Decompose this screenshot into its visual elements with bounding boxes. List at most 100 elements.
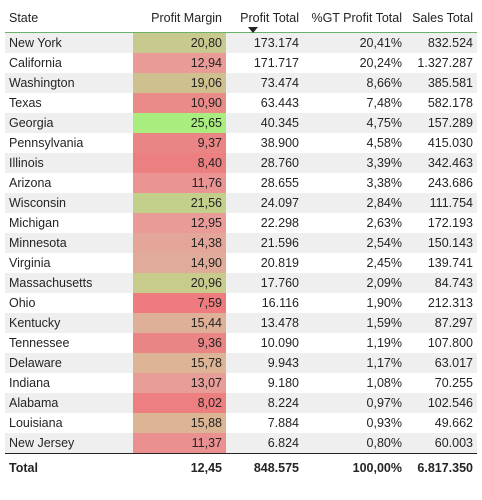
- gt-profit-total-cell: 2,84%: [303, 193, 406, 213]
- profit-margin-cell: 25,65: [133, 113, 226, 133]
- profit-margin-cell: 14,90: [133, 253, 226, 273]
- table-row[interactable]: Michigan 12,95 22.298 2,63% 172.193: [5, 213, 477, 233]
- sales-total-cell: 212.313: [406, 293, 477, 313]
- gt-profit-total-cell: 2,63%: [303, 213, 406, 233]
- table-row[interactable]: Indiana 13,07 9.180 1,08% 70.255: [5, 373, 477, 393]
- profit-margin-cell: 8,02: [133, 393, 226, 413]
- profit-total-cell: 16.116: [226, 293, 303, 313]
- state-cell: Massachusetts: [5, 273, 133, 293]
- state-cell: Delaware: [5, 353, 133, 373]
- gt-profit-total-cell: 2,54%: [303, 233, 406, 253]
- state-cell: Wisconsin: [5, 193, 133, 213]
- total-sales-total: 6.817.350: [406, 453, 477, 482]
- total-gt-profit-total: 100,00%: [303, 453, 406, 482]
- table-row[interactable]: Louisiana 15,88 7.884 0,93% 49.662: [5, 413, 477, 433]
- table-row[interactable]: Alabama 8,02 8.224 0,97% 102.546: [5, 393, 477, 413]
- gt-profit-total-cell: 1,59%: [303, 313, 406, 333]
- profit-total-cell: 63.443: [226, 93, 303, 113]
- profit-margin-cell: 21,56: [133, 193, 226, 213]
- table-row[interactable]: Massachusetts 20,96 17.760 2,09% 84.743: [5, 273, 477, 293]
- sort-descending-icon: [248, 27, 258, 33]
- sales-total-cell: 111.754: [406, 193, 477, 213]
- sales-total-cell: 84.743: [406, 273, 477, 293]
- sales-total-cell: 49.662: [406, 413, 477, 433]
- profit-margin-cell: 19,06: [133, 73, 226, 93]
- profit-margin-cell: 20,80: [133, 32, 226, 53]
- total-label: Total: [5, 453, 133, 482]
- state-cell: Washington: [5, 73, 133, 93]
- profit-total-cell: 28.760: [226, 153, 303, 173]
- state-cell: California: [5, 53, 133, 73]
- sales-total-cell: 150.143: [406, 233, 477, 253]
- state-cell: Indiana: [5, 373, 133, 393]
- profit-total-cell: 40.345: [226, 113, 303, 133]
- state-cell: Alabama: [5, 393, 133, 413]
- profit-table: State Profit Margin Profit Total %GT Pro…: [5, 4, 477, 482]
- state-cell: Ohio: [5, 293, 133, 313]
- state-cell: Arizona: [5, 173, 133, 193]
- profit-margin-cell: 15,78: [133, 353, 226, 373]
- table-row[interactable]: Virginia 14,90 20.819 2,45% 139.741: [5, 253, 477, 273]
- gt-profit-total-cell: 1,19%: [303, 333, 406, 353]
- sales-total-cell: 243.686: [406, 173, 477, 193]
- total-row: Total 12,45 848.575 100,00% 6.817.350: [5, 453, 477, 482]
- table-row[interactable]: New Jersey 11,37 6.824 0,80% 60.003: [5, 433, 477, 454]
- profit-margin-cell: 10,90: [133, 93, 226, 113]
- column-header-profit-margin[interactable]: Profit Margin: [133, 4, 226, 33]
- sales-total-cell: 582.178: [406, 93, 477, 113]
- sales-total-cell: 60.003: [406, 433, 477, 454]
- table-row[interactable]: New York 20,80 173.174 20,41% 832.524: [5, 32, 477, 53]
- gt-profit-total-cell: 1,17%: [303, 353, 406, 373]
- total-profit-total: 848.575: [226, 453, 303, 482]
- state-cell: Illinois: [5, 153, 133, 173]
- table-row[interactable]: Tennessee 9,36 10.090 1,19% 107.800: [5, 333, 477, 353]
- table-row[interactable]: Minnesota 14,38 21.596 2,54% 150.143: [5, 233, 477, 253]
- table-row[interactable]: Georgia 25,65 40.345 4,75% 157.289: [5, 113, 477, 133]
- gt-profit-total-cell: 1,08%: [303, 373, 406, 393]
- state-cell: Texas: [5, 93, 133, 113]
- gt-profit-total-cell: 0,80%: [303, 433, 406, 454]
- sales-total-cell: 832.524: [406, 32, 477, 53]
- profit-margin-cell: 9,36: [133, 333, 226, 353]
- column-header-profit-total[interactable]: Profit Total: [226, 4, 303, 33]
- column-header-state[interactable]: State: [5, 4, 133, 33]
- table-row[interactable]: Kentucky 15,44 13.478 1,59% 87.297: [5, 313, 477, 333]
- state-cell: New Jersey: [5, 433, 133, 454]
- table-row[interactable]: California 12,94 171.717 20,24% 1.327.287: [5, 53, 477, 73]
- sales-total-cell: 385.581: [406, 73, 477, 93]
- table-row[interactable]: Wisconsin 21,56 24.097 2,84% 111.754: [5, 193, 477, 213]
- table-row[interactable]: Ohio 7,59 16.116 1,90% 212.313: [5, 293, 477, 313]
- sales-total-cell: 1.327.287: [406, 53, 477, 73]
- column-header-profit-total-label: Profit Total: [240, 11, 299, 25]
- table-row[interactable]: Delaware 15,78 9.943 1,17% 63.017: [5, 353, 477, 373]
- gt-profit-total-cell: 4,75%: [303, 113, 406, 133]
- gt-profit-total-cell: 4,58%: [303, 133, 406, 153]
- gt-profit-total-cell: 0,97%: [303, 393, 406, 413]
- profit-total-cell: 13.478: [226, 313, 303, 333]
- profit-total-cell: 7.884: [226, 413, 303, 433]
- table-row[interactable]: Texas 10,90 63.443 7,48% 582.178: [5, 93, 477, 113]
- state-cell: Louisiana: [5, 413, 133, 433]
- table-row[interactable]: Illinois 8,40 28.760 3,39% 342.463: [5, 153, 477, 173]
- profit-total-cell: 10.090: [226, 333, 303, 353]
- profit-margin-cell: 7,59: [133, 293, 226, 313]
- profit-total-cell: 73.474: [226, 73, 303, 93]
- column-header-gt-profit-total[interactable]: %GT Profit Total: [303, 4, 406, 33]
- table-row[interactable]: Arizona 11,76 28.655 3,38% 243.686: [5, 173, 477, 193]
- sales-total-cell: 157.289: [406, 113, 477, 133]
- gt-profit-total-cell: 0,93%: [303, 413, 406, 433]
- profit-total-cell: 9.180: [226, 373, 303, 393]
- header-row: State Profit Margin Profit Total %GT Pro…: [5, 4, 477, 33]
- state-cell: New York: [5, 32, 133, 53]
- profit-margin-cell: 12,94: [133, 53, 226, 73]
- column-header-sales-total[interactable]: Sales Total: [406, 4, 477, 33]
- sales-total-cell: 342.463: [406, 153, 477, 173]
- table-row[interactable]: Pennsylvania 9,37 38.900 4,58% 415.030: [5, 133, 477, 153]
- profit-margin-cell: 11,76: [133, 173, 226, 193]
- total-profit-margin: 12,45: [133, 453, 226, 482]
- profit-margin-cell: 11,37: [133, 433, 226, 454]
- profit-total-cell: 24.097: [226, 193, 303, 213]
- profit-total-cell: 38.900: [226, 133, 303, 153]
- table-row[interactable]: Washington 19,06 73.474 8,66% 385.581: [5, 73, 477, 93]
- profit-total-cell: 8.224: [226, 393, 303, 413]
